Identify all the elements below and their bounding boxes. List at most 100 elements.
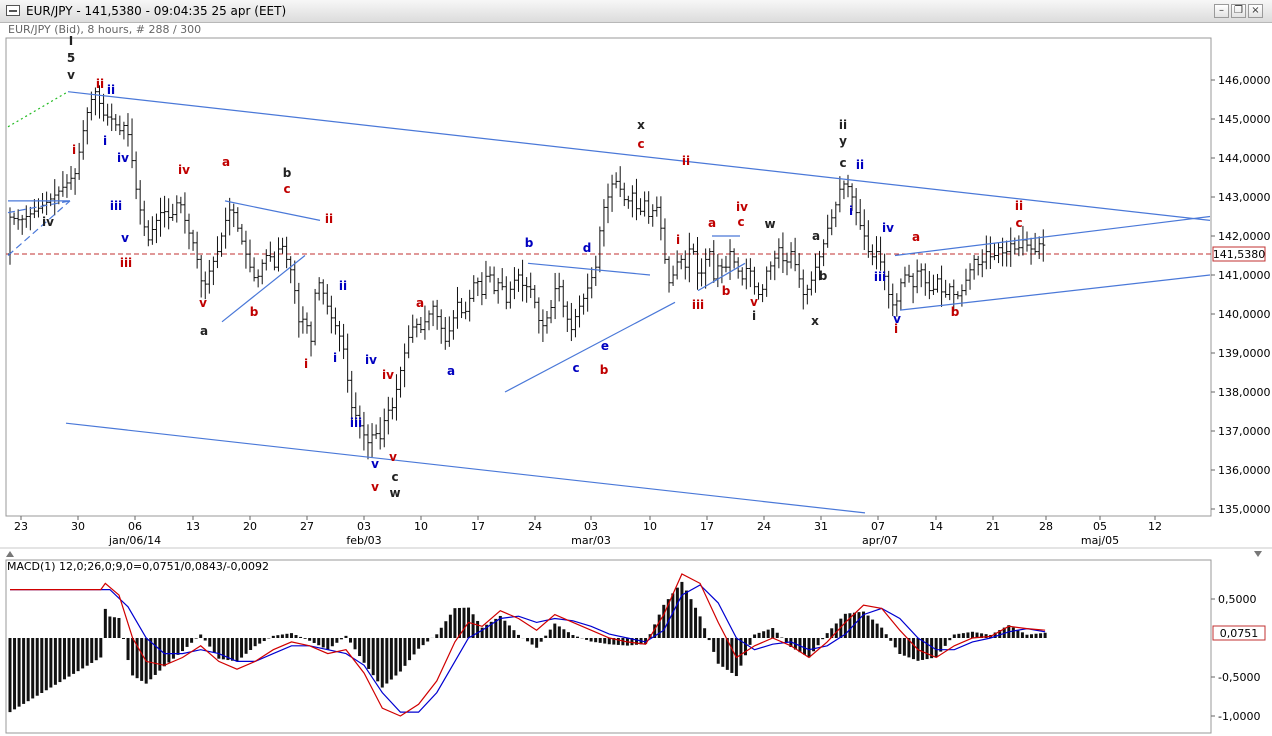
x-month-label: feb/03 xyxy=(346,534,381,547)
histogram-bar xyxy=(957,633,961,638)
candle-bar xyxy=(654,196,659,217)
collapse-up-icon[interactable] xyxy=(6,551,14,557)
candle-bar xyxy=(227,197,232,236)
candle-bar xyxy=(532,285,537,309)
histogram-bar xyxy=(162,638,166,667)
candle-bar xyxy=(455,286,460,329)
candle-bar xyxy=(789,242,794,269)
candle-bar xyxy=(150,216,155,245)
trendline xyxy=(697,262,746,292)
x-tick-label: 06 xyxy=(128,520,142,533)
candle-bar xyxy=(744,258,749,290)
macd-y-axis: 0,5000 -0,5000 -1,0000 xyxy=(1211,593,1260,723)
candle-bar xyxy=(138,180,143,225)
histogram-bar xyxy=(462,607,466,638)
title-bar[interactable]: EUR/JPY - 141,5380 - 09:04:35 25 apr (EE… xyxy=(0,0,1272,23)
collapse-down-icon[interactable] xyxy=(1254,551,1262,557)
histogram-bar xyxy=(1039,633,1043,638)
candle-bar xyxy=(223,207,228,249)
candle-bar xyxy=(113,114,118,132)
histogram-bar xyxy=(240,638,244,658)
trendline xyxy=(67,91,1211,221)
histogram-bar xyxy=(530,638,534,645)
candle-bar xyxy=(304,312,309,334)
histogram-bar xyxy=(635,638,639,645)
histogram-bar xyxy=(1043,632,1047,638)
candle-bar xyxy=(846,174,851,198)
wave-label: a xyxy=(708,216,716,230)
candle-bar xyxy=(435,299,440,330)
candle-bar xyxy=(650,204,655,227)
y-tick-label: 135,0000 xyxy=(1218,503,1271,516)
histogram-bar xyxy=(353,638,357,650)
wave-label: v xyxy=(371,457,379,471)
candle-bar xyxy=(337,320,342,352)
wave-label: iii xyxy=(874,270,886,284)
candle-bar xyxy=(634,178,639,221)
candle-bar xyxy=(69,165,74,190)
wave-label: c xyxy=(1015,216,1022,230)
candle-bar xyxy=(134,151,139,200)
histogram-bar xyxy=(412,638,416,655)
candle-bar xyxy=(898,278,903,311)
candle-bar xyxy=(821,239,826,267)
histogram-bar xyxy=(703,628,707,638)
histogram-bar xyxy=(22,638,26,704)
candle-bar xyxy=(48,193,53,207)
candle-bar xyxy=(605,183,610,224)
histogram-bar xyxy=(122,638,125,640)
histogram-bar xyxy=(299,636,303,638)
candle-bar xyxy=(28,206,33,231)
trendline xyxy=(224,200,321,221)
candle-bar xyxy=(1033,232,1038,255)
candle-bar xyxy=(984,235,989,270)
histogram-bar xyxy=(952,634,956,638)
candle-bar xyxy=(862,209,867,251)
histogram-bar xyxy=(389,638,393,680)
histogram-bar xyxy=(821,638,825,640)
candle-bar xyxy=(585,273,590,312)
histogram-bar xyxy=(417,638,421,649)
histogram-bar xyxy=(426,638,430,642)
histogram-bar xyxy=(194,638,198,639)
close-icon[interactable]: × xyxy=(1248,4,1263,18)
histogram-bar xyxy=(485,624,489,638)
candle-bar xyxy=(939,265,944,307)
histogram-bar xyxy=(839,618,843,638)
histogram-bar xyxy=(743,638,747,656)
trendlines[interactable] xyxy=(7,91,1211,514)
restore-icon[interactable]: ❐ xyxy=(1231,4,1246,18)
candle-bar xyxy=(52,179,57,216)
histogram-bar xyxy=(616,638,620,645)
x-month-label: apr/07 xyxy=(862,534,898,547)
wave-label: a xyxy=(222,155,230,169)
candle-bar xyxy=(174,195,179,223)
candle-bar xyxy=(130,118,135,169)
x-tick-label: 20 xyxy=(243,520,257,533)
trendline xyxy=(65,422,866,514)
minimize-icon[interactable]: – xyxy=(1214,4,1229,18)
y-tick-label: 140,0000 xyxy=(1218,308,1271,321)
candle-bar xyxy=(1041,229,1046,262)
candle-bar xyxy=(630,185,635,218)
x-tick-label: 07 xyxy=(871,520,885,533)
candle-bar xyxy=(980,249,985,278)
histogram-bar xyxy=(816,638,820,646)
y-tick-label: 141,0000 xyxy=(1218,269,1271,282)
candle-bar xyxy=(866,220,871,258)
histogram-bar xyxy=(99,638,103,658)
histogram-bar xyxy=(621,638,625,646)
x-month-label: jan/06/14 xyxy=(108,534,161,547)
candle-bar xyxy=(121,121,126,140)
histogram-bar xyxy=(675,587,679,638)
candle-bar xyxy=(907,264,912,283)
histogram-bar xyxy=(875,623,879,638)
candle-bar xyxy=(235,207,240,232)
macd-pane xyxy=(5,559,1212,734)
histogram-bar xyxy=(212,638,216,653)
macd-tick-label: -1,0000 xyxy=(1218,710,1260,723)
histogram-bar xyxy=(771,628,775,638)
histogram-bar xyxy=(394,638,398,676)
wave-label: I xyxy=(69,34,73,48)
